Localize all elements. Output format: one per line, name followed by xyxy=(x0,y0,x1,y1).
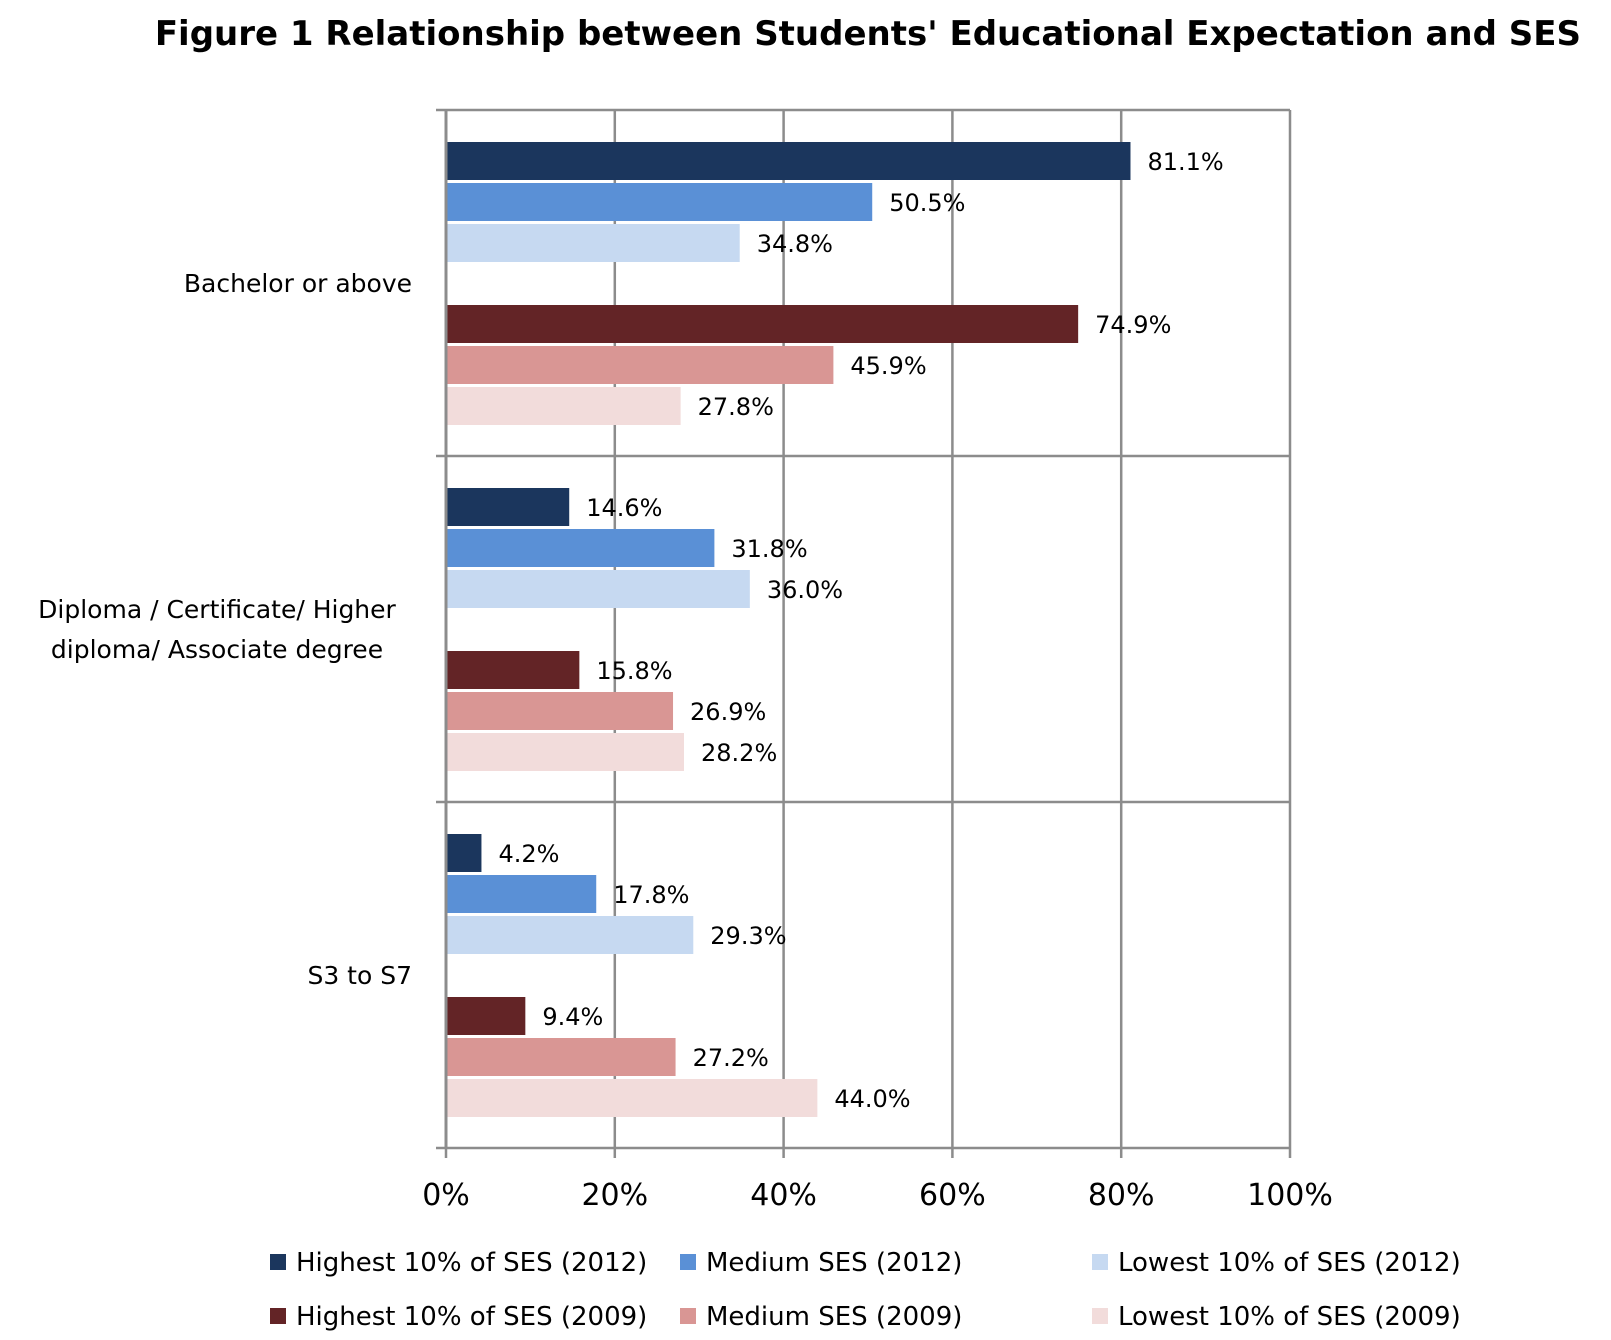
bars xyxy=(446,142,1131,1117)
x-tick-label: 60% xyxy=(919,1178,986,1213)
data-label: 27.2% xyxy=(693,1044,769,1072)
bar xyxy=(446,224,740,262)
bar xyxy=(446,346,834,384)
data-label: 34.8% xyxy=(757,230,833,258)
legend-swatch xyxy=(270,1308,286,1324)
data-label: 15.8% xyxy=(596,657,672,685)
data-label: 14.6% xyxy=(586,494,662,522)
bar xyxy=(446,916,694,954)
bar xyxy=(446,183,873,221)
data-label: 27.8% xyxy=(698,393,774,421)
x-tick-label: 20% xyxy=(581,1178,648,1213)
bar xyxy=(446,305,1079,343)
legend-swatch xyxy=(1092,1308,1108,1324)
legend-swatch xyxy=(680,1254,696,1270)
bar xyxy=(446,529,715,567)
legend-label: Lowest 10% of SES (2012) xyxy=(1118,1248,1461,1278)
data-label: 31.8% xyxy=(731,535,807,563)
bar xyxy=(446,1038,676,1076)
bar xyxy=(446,1079,818,1117)
data-label: 26.9% xyxy=(690,698,766,726)
data-label: 29.3% xyxy=(710,922,786,950)
bar xyxy=(446,875,597,913)
legend-swatch xyxy=(1092,1254,1108,1270)
category-label: Diploma / Certificate/ Higher xyxy=(38,595,396,624)
x-tick-label: 0% xyxy=(422,1178,470,1213)
x-tick-label: 80% xyxy=(1088,1178,1155,1213)
legend-label: Lowest 10% of SES (2009) xyxy=(1118,1302,1461,1332)
labels: 0% 20% 40% 60% 80% 100% 81.1% 50.5% 34.8% 74.9% 45… xyxy=(38,148,1333,1213)
legend-label: Medium SES (2009) xyxy=(706,1302,962,1332)
category-label: S3 to S7 xyxy=(307,961,412,990)
bar xyxy=(446,733,685,771)
legend-swatch xyxy=(270,1254,286,1270)
x-tick-label: 40% xyxy=(750,1178,817,1213)
category-label: Bachelor or above xyxy=(184,269,412,298)
bar xyxy=(446,488,570,526)
data-label: 50.5% xyxy=(889,189,965,217)
bar xyxy=(446,834,482,872)
bar xyxy=(446,570,750,608)
legend-swatch xyxy=(680,1308,696,1324)
chart-title: Figure 1 Relationship between Students' … xyxy=(154,14,1581,54)
data-label: 45.9% xyxy=(850,352,926,380)
data-label: 74.9% xyxy=(1095,311,1171,339)
x-tick-label: 100% xyxy=(1247,1178,1333,1213)
axes xyxy=(436,108,1292,1158)
category-label: diploma/ Associate degree xyxy=(51,635,383,664)
bar xyxy=(446,997,526,1035)
data-label: 4.2% xyxy=(498,840,559,868)
legend-label: Highest 10% of SES (2009) xyxy=(296,1302,647,1332)
data-label: 81.1% xyxy=(1147,148,1223,176)
data-label: 9.4% xyxy=(542,1003,603,1031)
data-label: 28.2% xyxy=(701,739,777,767)
data-label: 36.0% xyxy=(767,576,843,604)
bar xyxy=(446,387,681,425)
bar xyxy=(446,692,674,730)
legend-label: Medium SES (2012) xyxy=(706,1248,962,1278)
data-label: 44.0% xyxy=(834,1085,910,1113)
data-label: 17.8% xyxy=(613,881,689,909)
bar xyxy=(446,651,580,689)
legend-label: Highest 10% of SES (2012) xyxy=(296,1248,647,1278)
legend: Highest 10% of SES (2012) Medium SES (201… xyxy=(270,1248,1461,1332)
bar xyxy=(446,142,1131,180)
grid-lines xyxy=(444,108,1292,1150)
